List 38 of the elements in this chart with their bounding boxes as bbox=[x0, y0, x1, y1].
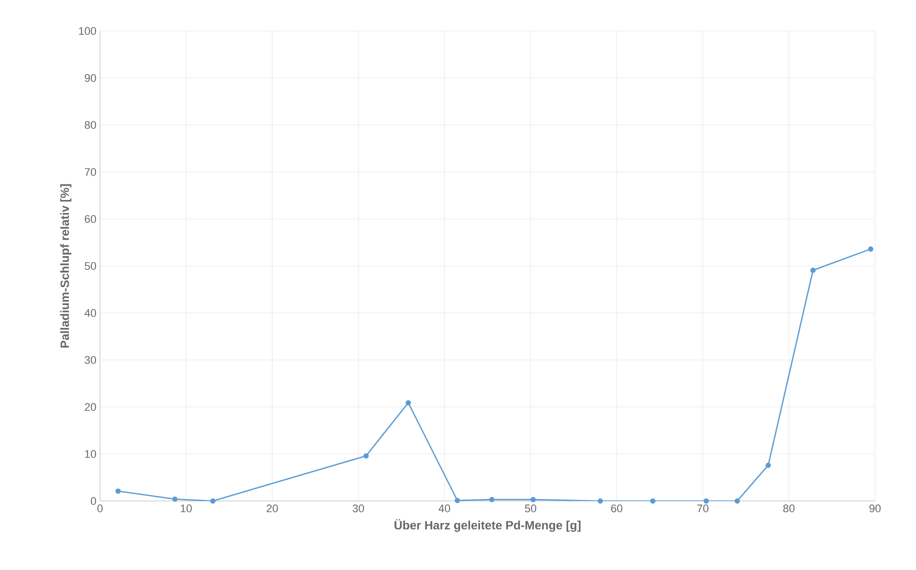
point bbox=[210, 498, 216, 504]
x-tick-label: 10 bbox=[180, 504, 192, 512]
point bbox=[650, 498, 656, 504]
y-tick-label: 40 bbox=[84, 309, 96, 317]
y-tick-label: 60 bbox=[84, 215, 96, 223]
x-tick-label: 80 bbox=[783, 504, 795, 512]
point bbox=[172, 496, 178, 502]
y-tick-label: 0 bbox=[90, 497, 96, 505]
point bbox=[868, 246, 874, 252]
y-tick-label: 50 bbox=[84, 262, 96, 270]
point bbox=[810, 268, 816, 273]
point bbox=[766, 462, 771, 468]
y-tick-label: 10 bbox=[85, 450, 96, 458]
x-axis-title: Über Harz geleitete Pd-Menge [g] bbox=[394, 519, 580, 532]
point bbox=[530, 496, 536, 502]
x-tick-label: 40 bbox=[438, 504, 450, 512]
point bbox=[489, 496, 494, 502]
y-tick-label: 70 bbox=[84, 168, 96, 176]
y-tick-label: 30 bbox=[84, 356, 96, 364]
y-tick-label: 100 bbox=[79, 27, 96, 35]
x-tick-label: 90 bbox=[869, 504, 881, 512]
point bbox=[363, 453, 369, 459]
x-tick-label: 60 bbox=[611, 504, 622, 512]
y-tick-label: 80 bbox=[84, 121, 96, 129]
x-tick-label: 50 bbox=[524, 504, 536, 512]
point bbox=[454, 498, 460, 504]
point bbox=[598, 498, 603, 504]
x-tick-label: 70 bbox=[697, 504, 708, 512]
point bbox=[406, 400, 411, 406]
point bbox=[734, 498, 740, 504]
x-tick-label: 20 bbox=[266, 504, 278, 512]
point bbox=[704, 498, 709, 504]
x-tick-label: 30 bbox=[352, 504, 364, 512]
y-axis-title: Palladium-Schlupf relativ [%] bbox=[60, 184, 72, 348]
y-tick-label: 20 bbox=[84, 403, 96, 411]
y-tick-label: 90 bbox=[84, 74, 96, 82]
x-tick-label: 0 bbox=[97, 504, 103, 512]
point bbox=[115, 488, 121, 494]
